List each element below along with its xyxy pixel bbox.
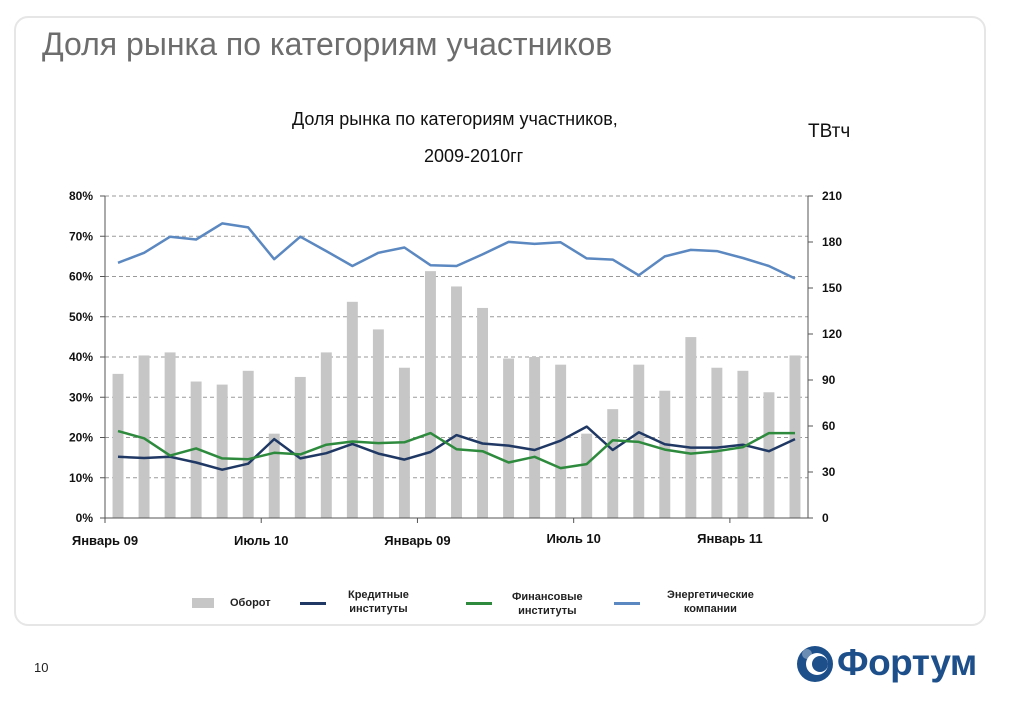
y-right-tick-label: 150 xyxy=(822,281,842,295)
bar-turnover xyxy=(320,352,332,518)
slide-title: Доля рынка по категориям участников xyxy=(42,26,613,62)
legend-label-energy-line2: компании xyxy=(683,603,737,615)
y-left-tick-label: 10% xyxy=(69,471,93,485)
legend-label-credit-line1: Кредитные xyxy=(348,589,409,601)
legend-label-credit: Кредитные институты xyxy=(348,588,409,616)
fortum-logo-icon xyxy=(797,646,833,682)
legend-swatch-turnover xyxy=(192,598,214,608)
legend-label-financial-line1: Финансовые xyxy=(512,591,583,603)
fortum-logo: Фортум xyxy=(795,640,995,690)
bar-turnover xyxy=(190,381,202,518)
bar-turnover xyxy=(242,370,254,518)
y-left-tick-label: 70% xyxy=(69,229,93,243)
bar-turnover xyxy=(268,433,280,518)
fortum-logo-text: Фортум xyxy=(837,642,977,683)
legend-swatch-credit xyxy=(300,602,326,605)
series-line-financial xyxy=(117,429,795,470)
series-line-energy xyxy=(117,222,796,280)
y-right-tick-label: 0 xyxy=(822,511,829,525)
x-tick-label: Январь 09 xyxy=(384,533,450,548)
bar-turnover xyxy=(685,337,697,518)
bar-turnover xyxy=(112,373,124,518)
legend-label-turnover: Оборот xyxy=(230,597,271,609)
x-tick-label: Июль 10 xyxy=(546,531,600,546)
y-right-tick-label: 30 xyxy=(822,465,836,479)
chart-title-line-2: 2009-2010гг xyxy=(424,146,524,166)
bar-turnover xyxy=(424,271,436,518)
slide-frame xyxy=(14,16,986,626)
y-right-tick-label: 60 xyxy=(822,419,836,433)
y-right-tick-label: 120 xyxy=(822,327,842,341)
bar-turnover xyxy=(659,390,671,518)
y-left-tick-label: 40% xyxy=(69,350,93,364)
right-axis-unit-label: ТВтч xyxy=(808,121,851,142)
legend-label-energy: Энергетические компании xyxy=(667,588,754,616)
y-left-tick-label: 20% xyxy=(69,431,93,445)
bar-turnover xyxy=(451,286,462,518)
y-left-tick-label: 80% xyxy=(69,189,93,203)
bar-turnover xyxy=(346,301,358,518)
legend-swatch-financial xyxy=(466,602,492,605)
legend-label-financial: Финансовые институты xyxy=(512,590,583,618)
y-left-tick-label: 0% xyxy=(76,511,94,525)
bar-turnover xyxy=(607,409,619,518)
bar-turnover xyxy=(789,355,801,518)
y-right-tick-label: 210 xyxy=(822,189,842,203)
page-number: 10 xyxy=(34,660,49,675)
legend-label-energy-line1: Энергетические xyxy=(667,589,754,601)
bar-turnover xyxy=(294,376,306,518)
bar-turnover xyxy=(711,367,723,518)
x-tick-label: Январь 09 xyxy=(72,533,138,548)
legend-label-financial-line2: институты xyxy=(518,605,577,617)
bar-turnover xyxy=(581,433,593,518)
bar-turnover xyxy=(216,384,228,518)
y-left-tick-label: 30% xyxy=(69,390,93,404)
y-right-tick-label: 180 xyxy=(822,235,842,249)
bar-turnover xyxy=(477,307,489,518)
x-tick-label: Июль 10 xyxy=(234,533,288,548)
y-left-tick-label: 50% xyxy=(69,310,93,324)
y-left-tick-label: 60% xyxy=(69,270,93,284)
bar-turnover xyxy=(503,358,515,518)
legend-label-credit-line2: институты xyxy=(349,603,408,615)
legend-swatch-energy xyxy=(614,602,640,605)
bar-turnover xyxy=(372,329,384,518)
bar-turnover xyxy=(138,355,150,518)
bar-turnover xyxy=(529,357,541,518)
bar-turnover xyxy=(164,352,176,518)
bar-turnover xyxy=(763,392,775,518)
series-line-credit xyxy=(117,425,796,471)
x-tick-label: Январь 11 xyxy=(697,531,763,546)
chart-title-line-1: Доля рынка по категориям участников, xyxy=(292,109,618,129)
y-right-tick-label: 90 xyxy=(822,373,836,387)
